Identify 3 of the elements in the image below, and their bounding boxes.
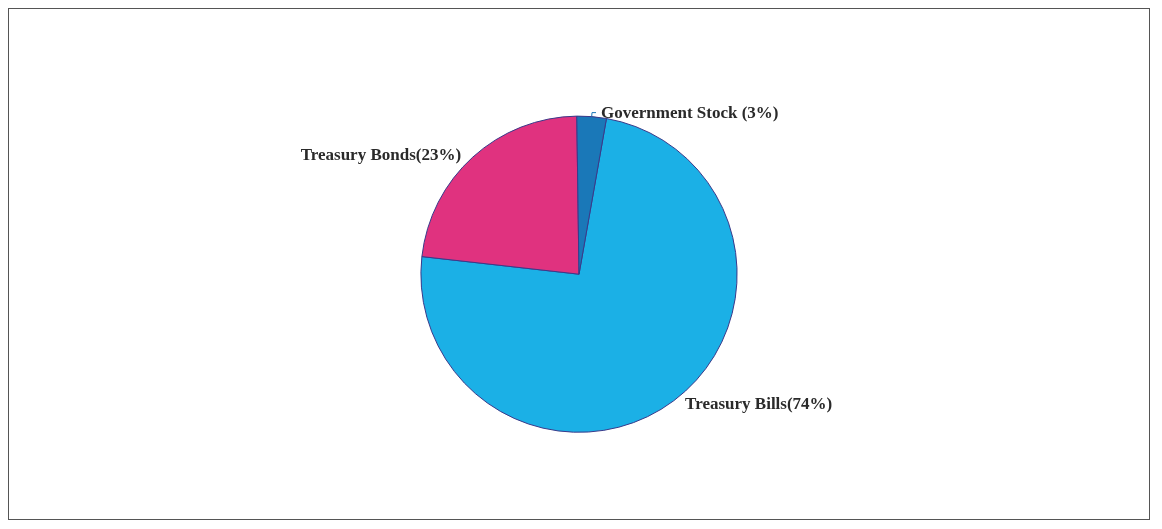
slice-label: Treasury Bonds(23%) xyxy=(300,144,462,164)
slice-label: Government Stock (3%) xyxy=(601,103,779,123)
slice-label: Treasury Bills(74%) xyxy=(685,394,833,414)
